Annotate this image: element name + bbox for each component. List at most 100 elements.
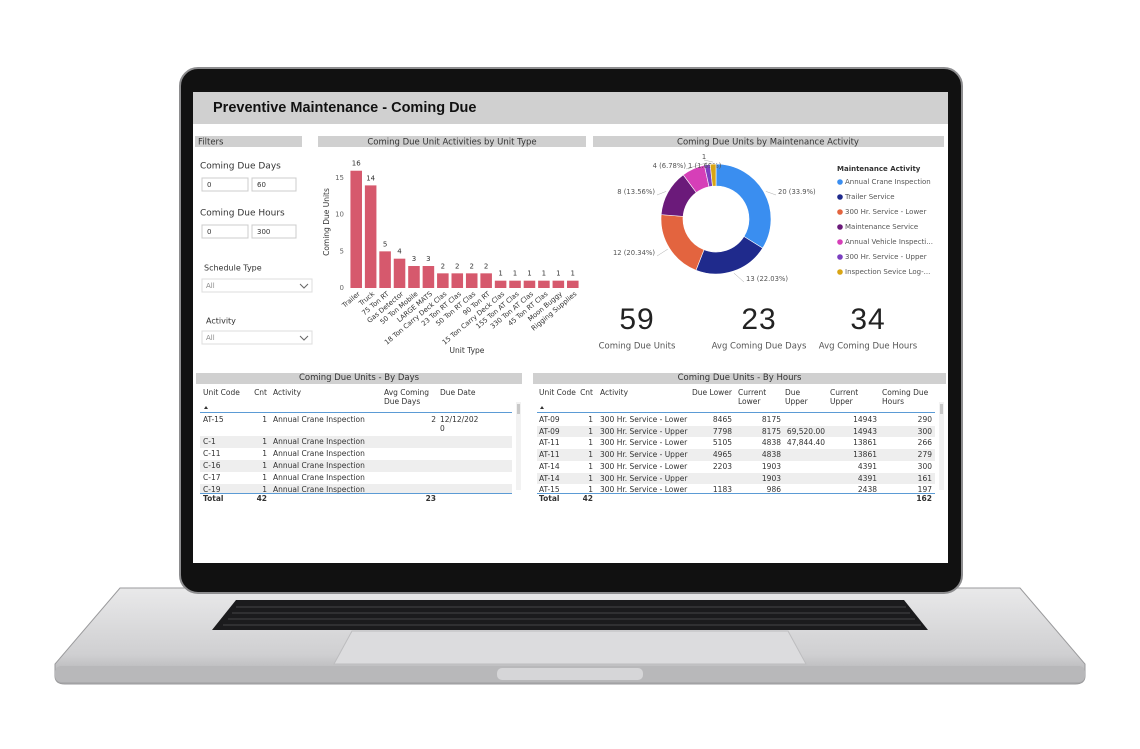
table-cell: 14943 <box>853 426 877 436</box>
data-label: 1 <box>542 270 546 278</box>
filter-input[interactable] <box>201 177 249 192</box>
data-label: 2 <box>469 262 473 270</box>
y-tick-label: 10 <box>335 211 344 219</box>
filter-input[interactable] <box>251 224 297 239</box>
table-cell: 1 <box>588 438 593 448</box>
legend-marker <box>837 179 843 185</box>
dropdown[interactable] <box>201 278 313 293</box>
column-header: Unit Code <box>203 388 240 397</box>
row-shade <box>200 484 512 494</box>
table-cell: Annual Crane Inspection <box>273 473 365 482</box>
data-label: 2 <box>455 262 459 270</box>
leader-line <box>656 249 668 257</box>
trackpad <box>333 630 807 665</box>
data-label: 1 <box>527 270 531 278</box>
table-cell: 1 <box>588 485 593 494</box>
table-cell: 2438 <box>857 485 877 494</box>
legend-label: Annual Crane Inspection <box>845 178 931 186</box>
table-cell: AT-09 <box>539 415 560 424</box>
donut-slice <box>709 163 717 187</box>
y-tick-label: 5 <box>340 247 344 255</box>
table-cell: 12/12/2020 <box>440 415 479 433</box>
table-cell: 300 Hr. Service - Lower <box>600 438 688 448</box>
column-header: Due Lower <box>692 388 732 397</box>
table-cell: 1 <box>588 426 593 436</box>
table-cell: 266 <box>917 438 932 448</box>
filter-input[interactable] <box>201 224 249 239</box>
filter-label: Schedule Type <box>204 264 262 273</box>
total-cell: 42 <box>582 494 593 503</box>
kpi-label: Coming Due Units <box>599 342 676 352</box>
table-cell: 1 <box>262 449 267 458</box>
row-shade <box>537 449 935 461</box>
bar <box>437 273 449 288</box>
column-header: Current Lower <box>738 388 767 406</box>
table-cell: 300 Hr. Service - Lower <box>600 415 688 424</box>
filter-input[interactable] <box>251 177 297 192</box>
legend-label: Inspection Sevice Log-... <box>845 268 930 276</box>
row-shade <box>537 425 935 438</box>
x-axis-title: Unit Type <box>450 346 485 355</box>
filter-label: Coming Due Days <box>200 162 281 172</box>
column-header: Avg Coming Due Days <box>384 388 430 406</box>
filter-value: 300 <box>257 228 270 236</box>
dropdown-arrow <box>299 283 309 289</box>
bar <box>350 170 362 288</box>
column-header: Activity <box>600 388 629 397</box>
legend-label: Annual Vehicle Inspecti... <box>845 238 933 246</box>
bar <box>523 280 536 288</box>
keyboard <box>212 600 928 630</box>
total-cell: 42 <box>256 494 267 503</box>
data-label: 12 (20.34%) <box>613 249 655 257</box>
dropdown[interactable] <box>201 330 313 345</box>
filters-title: Filters <box>198 138 224 148</box>
legend-marker <box>837 269 843 275</box>
chart-title: Coming Due Units by Maintenance Activity <box>677 138 859 148</box>
total-divider <box>200 493 512 494</box>
column-header: Coming Due Hours <box>882 388 929 406</box>
scroll-thumb <box>517 404 520 414</box>
data-label: 2 <box>441 262 445 270</box>
table-cell: 4965 <box>712 450 732 460</box>
row-shade <box>537 472 935 485</box>
table-cell: 1 <box>588 461 593 471</box>
table-cell: AT-15 <box>203 415 224 424</box>
table-cell: 1183 <box>712 485 732 494</box>
table-cell: C-19 <box>203 485 221 494</box>
table-cell: 69,520.00 <box>786 426 825 436</box>
dropdown-arrow <box>299 335 309 341</box>
table-cell: C-1 <box>203 437 216 446</box>
row-shade <box>200 436 512 448</box>
table-cell: 13861 <box>853 438 877 448</box>
table-cell: 986 <box>766 485 781 494</box>
scrollbar <box>939 402 944 490</box>
table-cell: 1903 <box>761 473 781 483</box>
table-cell: 47,844.40 <box>786 438 825 448</box>
table-cell: 161 <box>917 473 932 483</box>
data-label: 1 (1.69%) <box>688 162 722 170</box>
filter-value: 0 <box>207 181 211 189</box>
table-cell: 1 <box>262 461 267 470</box>
chart-title: Coming Due Unit Activities by Unit Type <box>367 138 536 148</box>
table-cell: 8465 <box>712 415 732 424</box>
bar <box>480 273 492 288</box>
table-cell: 197 <box>917 485 932 494</box>
table-cell: 300 <box>917 461 932 471</box>
table-cell: Annual Crane Inspection <box>273 485 365 494</box>
legend-label: 300 Hr. Service - Upper <box>845 253 927 261</box>
kpi-value: 59 <box>619 303 654 336</box>
table-body: AT-09 1 300 Hr. Service - Lower 8465 8175 149… <box>0 413 1140 494</box>
total-cell: 23 <box>425 494 436 503</box>
bar <box>379 251 391 288</box>
row-shade <box>200 460 512 472</box>
data-label: 1 <box>556 270 560 278</box>
data-label: 4 (6.78%) <box>653 162 687 170</box>
kpi-label: Avg Coming Due Hours <box>819 342 918 352</box>
header-divider <box>200 412 512 413</box>
table-cell: Annual Crane Inspection <box>273 437 365 446</box>
table-cell: 290 <box>917 415 932 424</box>
dropdown-value: All <box>206 334 215 342</box>
dashboard-title: Preventive Maintenance - Coming Due <box>213 100 476 116</box>
table-cell: 2 <box>431 415 436 424</box>
bar <box>393 258 406 288</box>
